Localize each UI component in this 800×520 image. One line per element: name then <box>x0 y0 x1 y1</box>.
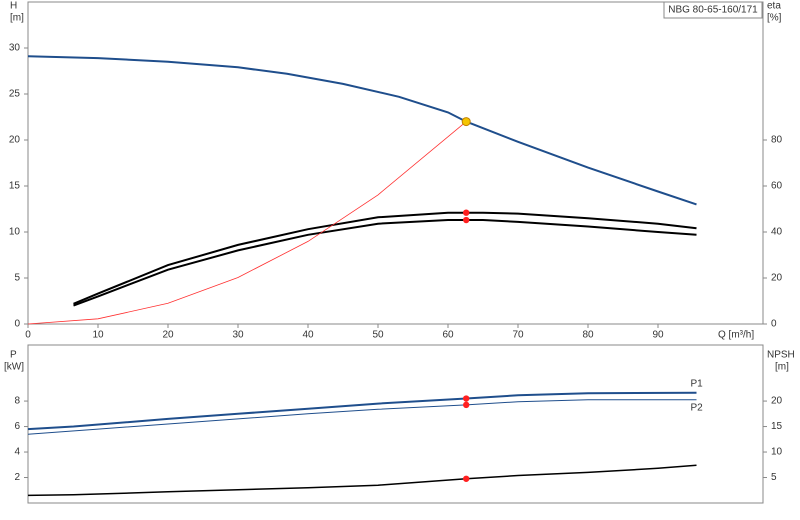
x-tick-label: 40 <box>302 330 314 341</box>
y2-tick-label: 0 <box>771 319 777 330</box>
y2-tick-label: 60 <box>771 181 783 192</box>
y2-tick-label: 20 <box>771 396 783 407</box>
y2-tick-label: 20 <box>771 273 783 284</box>
y-tick-label: 6 <box>14 421 20 432</box>
curve <box>73 211 697 305</box>
y2-label-unit: [%] <box>767 13 782 24</box>
y-label: H <box>10 1 17 12</box>
y-tick-label: 15 <box>9 181 21 192</box>
x-tick-label: 20 <box>162 330 174 341</box>
y-label-unit: [kW] <box>4 362 24 373</box>
y-label: P <box>10 350 17 361</box>
x-tick-label: 60 <box>442 330 454 341</box>
curve <box>27 391 697 431</box>
curve <box>27 55 697 206</box>
y-tick-label: 20 <box>9 135 21 146</box>
curve <box>27 464 697 497</box>
y-tick-label: 4 <box>14 447 20 458</box>
operating-point <box>461 117 471 127</box>
y2-label: eta <box>767 1 781 12</box>
curve <box>27 399 697 435</box>
operating-point <box>463 395 470 402</box>
y2-tick-label: 5 <box>771 472 777 483</box>
y2-label: NPSH <box>767 350 795 361</box>
y2-tick-label: 80 <box>771 135 783 146</box>
x-tick-label: 70 <box>512 330 524 341</box>
y2-tick-label: 40 <box>771 227 783 238</box>
x-tick-label: 50 <box>372 330 384 341</box>
x-tick-label: 80 <box>582 330 594 341</box>
y-tick-label: 10 <box>9 227 21 238</box>
plot-frame <box>27 344 764 504</box>
operating-point <box>463 209 470 216</box>
series-label: P1 <box>691 378 704 389</box>
plot-frame <box>27 1 764 325</box>
y-tick-label: 25 <box>9 89 21 100</box>
y-label-unit: [m] <box>10 13 24 24</box>
y2-tick-label: 15 <box>771 421 783 432</box>
x-tick-label: 10 <box>92 330 104 341</box>
x-tick-label: 0 <box>25 330 31 341</box>
y-tick-label: 0 <box>14 319 20 330</box>
operating-point <box>463 475 470 482</box>
curve <box>73 219 697 307</box>
operating-point <box>463 216 470 224</box>
curve <box>27 121 467 325</box>
y-tick-label: 8 <box>14 396 20 407</box>
x-label: Q [m³/h] <box>718 330 754 341</box>
x-tick-label: 30 <box>232 330 244 341</box>
x-tick-label: 90 <box>652 330 664 341</box>
chart-title: NBG 80-65-160/171 <box>668 5 758 16</box>
y-tick-label: 5 <box>14 273 20 284</box>
y2-label-unit: [m] <box>775 362 789 373</box>
operating-point <box>463 401 470 409</box>
y2-tick-label: 10 <box>771 447 783 458</box>
series-label: P2 <box>691 402 704 413</box>
y-tick-label: 2 <box>14 472 20 483</box>
y-tick-label: 30 <box>9 43 21 54</box>
